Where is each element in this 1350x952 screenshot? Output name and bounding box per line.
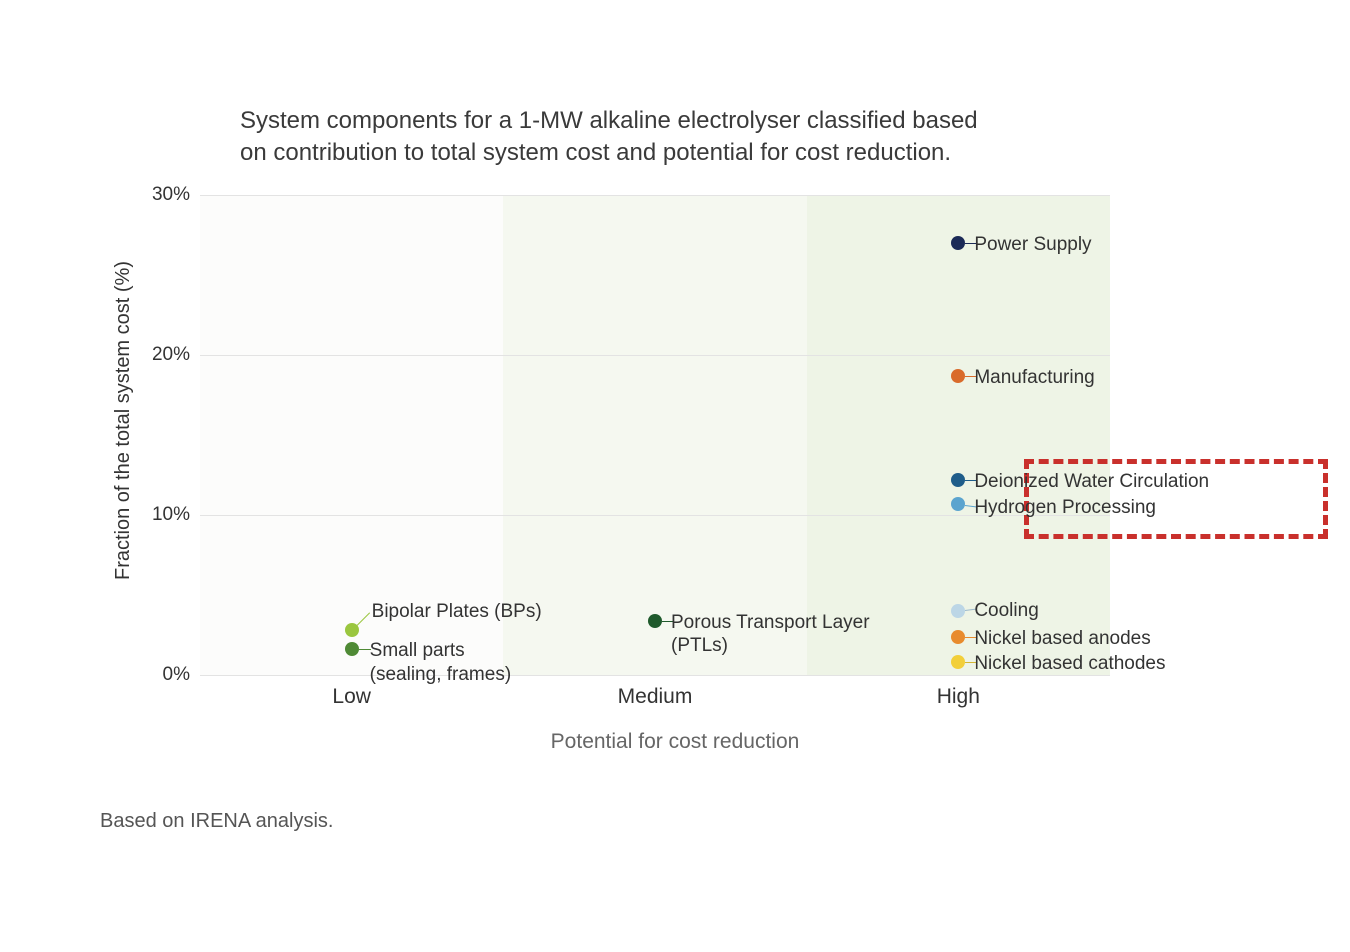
data-point-label: Deionized Water Circulation xyxy=(974,470,1209,494)
x-axis-label: Potential for cost reduction xyxy=(551,730,800,754)
x-tick-label: Low xyxy=(332,685,371,709)
data-point xyxy=(951,497,965,511)
y-tick-label: 20% xyxy=(152,344,190,366)
x-tick-label: Medium xyxy=(618,685,693,709)
data-point-label: Nickel based anodes xyxy=(974,627,1150,651)
data-point xyxy=(648,614,662,628)
data-point xyxy=(951,236,965,250)
plot-area: 0%10%20%30%LowMediumHighPower SupplyManu… xyxy=(200,195,1110,675)
chart-title: System components for a 1-MW alkaline el… xyxy=(240,105,1000,170)
y-tick-label: 10% xyxy=(152,504,190,526)
data-point xyxy=(345,623,359,637)
data-point-label: Bipolar Plates (BPs) xyxy=(372,600,542,624)
plot-column xyxy=(807,195,1110,675)
gridline xyxy=(200,355,1110,356)
data-point-label: Small parts(sealing, frames) xyxy=(370,639,512,687)
data-point-label: Hydrogen Processing xyxy=(974,496,1156,520)
data-point-label: Porous Transport Layer(PTLs) xyxy=(671,611,870,659)
data-point xyxy=(951,604,965,618)
plot-column xyxy=(503,195,806,675)
data-point-label: Manufacturing xyxy=(974,366,1094,390)
y-tick-label: 0% xyxy=(163,664,190,686)
gridline xyxy=(200,195,1110,196)
data-point xyxy=(951,473,965,487)
y-tick-label: 30% xyxy=(152,184,190,206)
chart-container: System components for a 1-MW alkaline el… xyxy=(100,90,1250,870)
data-point xyxy=(951,369,965,383)
y-axis-label: Fraction of the total system cost (%) xyxy=(112,261,135,580)
data-point-label: Nickel based cathodes xyxy=(974,652,1165,676)
x-tick-label: High xyxy=(937,685,980,709)
data-point xyxy=(951,655,965,669)
data-point-label: Power Supply xyxy=(974,233,1091,257)
data-point-label: Cooling xyxy=(974,599,1038,623)
data-point xyxy=(951,630,965,644)
data-point xyxy=(345,642,359,656)
footer-note: Based on IRENA analysis. xyxy=(100,810,333,833)
